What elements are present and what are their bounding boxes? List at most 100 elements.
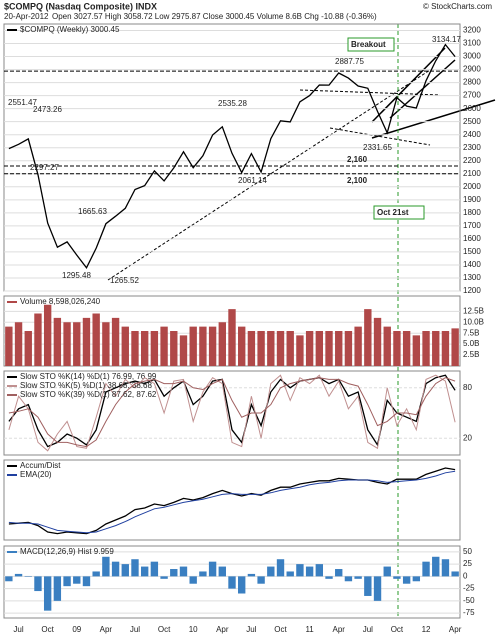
bar: [131, 331, 139, 366]
bar: [218, 566, 226, 577]
bar: [208, 561, 217, 577]
y-tick-label: 12.5B: [463, 306, 484, 315]
legend-label: Slow STO %K(39) %D(1) 87.62, 87.62: [20, 390, 157, 399]
price-label: 2551.47: [8, 98, 37, 107]
price-label: 3134.17: [432, 35, 461, 44]
bar: [393, 331, 401, 366]
bar: [412, 576, 421, 582]
bar: [179, 566, 188, 577]
bar: [335, 331, 343, 366]
price-label: 2473.26: [33, 105, 62, 114]
bar: [441, 331, 450, 366]
bar: [140, 331, 149, 366]
bar: [170, 569, 178, 577]
y-tick-label: 1800: [463, 208, 481, 217]
bar: [238, 326, 246, 366]
bar: [325, 331, 333, 366]
bar: [315, 564, 324, 577]
bar: [73, 576, 81, 584]
bar: [43, 576, 52, 611]
bar: [102, 556, 110, 577]
bar: [121, 326, 129, 366]
trendline: [329, 127, 431, 146]
legend-label: MACD(12,26,9) Hist 9.959: [20, 547, 114, 556]
x-tick-label: Jul: [13, 625, 23, 634]
bar: [82, 576, 91, 587]
y-tick-label: 1600: [463, 234, 481, 243]
y-tick-label: 2100: [463, 169, 481, 178]
legend-label: Accum/Dist: [20, 461, 61, 470]
y-tick-label: 2700: [463, 91, 481, 100]
y-tick-label: 2400: [463, 130, 481, 139]
panel-frame: [3, 370, 461, 456]
legend-label: EMA(20): [20, 470, 52, 479]
bar: [160, 576, 168, 579]
y-tick-label: 20: [463, 433, 472, 442]
bar: [140, 566, 149, 577]
y-tick-label: 3100: [463, 39, 481, 48]
x-tick-label: Jul: [130, 625, 140, 634]
bar: [422, 331, 430, 366]
x-tick-label: Apr: [216, 625, 229, 634]
bar: [383, 326, 391, 366]
x-tick-label: Oct: [391, 625, 404, 634]
x-tick-label: Apr: [332, 625, 345, 634]
bar: [228, 576, 236, 589]
series-line: [8, 377, 456, 448]
bar: [267, 331, 275, 366]
y-tick-label: 2900: [463, 65, 481, 74]
x-tick-label: Jul: [363, 625, 373, 634]
y-tick-label: 2300: [463, 143, 481, 152]
bar: [111, 317, 120, 366]
bar: [53, 317, 62, 366]
y-tick-label: 5.0B: [463, 339, 479, 348]
bar: [354, 576, 362, 579]
bar: [228, 309, 236, 366]
bar: [422, 561, 430, 577]
y-tick-label: -50: [463, 596, 475, 605]
y-tick-label: 2600: [463, 104, 481, 113]
bar: [14, 573, 23, 577]
y-tick-label: 2.5B: [463, 350, 479, 359]
x-tick-label: 11: [305, 625, 314, 634]
bar: [335, 569, 343, 577]
x-tick-label: Apr: [449, 625, 462, 634]
bar: [305, 566, 314, 577]
y-tick-label: 1700: [463, 221, 481, 230]
bar: [53, 576, 62, 601]
y-tick-label: 1900: [463, 195, 481, 204]
panel-frame: [3, 23, 461, 292]
y-tick-label: -75: [463, 608, 475, 617]
y-tick-label: 1300: [463, 273, 481, 282]
bar: [247, 573, 256, 577]
bar: [296, 335, 304, 366]
bar: [276, 331, 285, 366]
bar: [305, 331, 314, 366]
series-line: [8, 43, 456, 270]
bar: [325, 576, 333, 579]
symbol: $COMPQ (Nasdaq Composite) INDX: [4, 1, 157, 11]
bar: [383, 566, 391, 577]
bar: [102, 322, 110, 366]
bar: [63, 322, 71, 366]
bar: [5, 576, 13, 582]
price-label: 2331.65: [363, 143, 392, 152]
bar: [315, 331, 324, 366]
bar: [199, 571, 207, 577]
bar: [373, 576, 382, 601]
price-label: 1665.63: [78, 207, 107, 216]
price-label: 2297.27: [30, 163, 59, 172]
x-tick-label: 10: [189, 625, 198, 634]
y-tick-label: 1400: [463, 260, 481, 269]
x-tick-label: 09: [72, 625, 81, 634]
bar: [160, 326, 168, 366]
series-line: [8, 467, 456, 535]
bar: [218, 322, 226, 366]
annotation-box: [347, 37, 395, 52]
date: 20-Apr-2012: [4, 12, 49, 21]
bar: [121, 564, 129, 577]
y-tick-label: 3000: [463, 52, 481, 61]
trendline: [371, 47, 446, 123]
bar: [432, 556, 440, 577]
